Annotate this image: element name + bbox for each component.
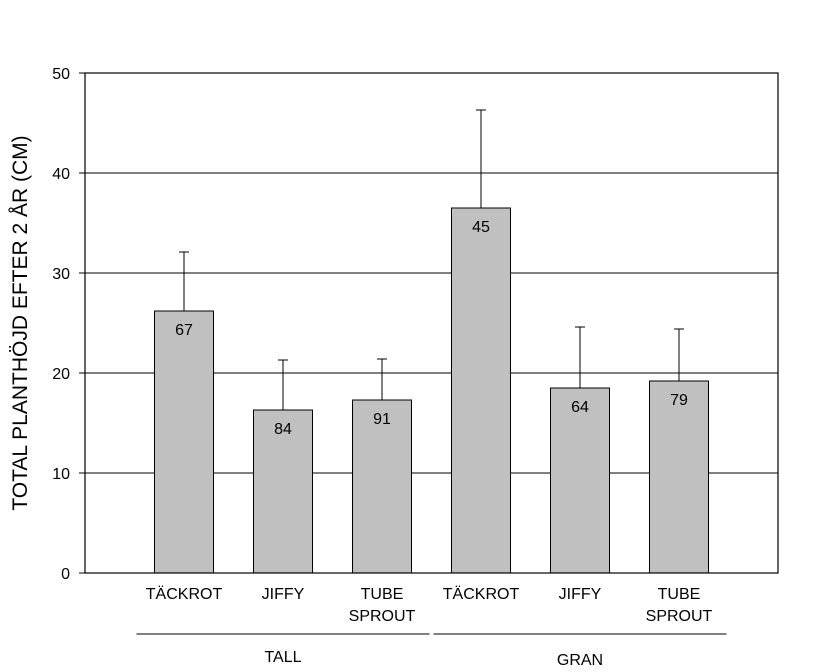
x-category-label: TUBE (658, 586, 701, 603)
x-category-label: TÄCKROT (443, 585, 520, 603)
error-bars (179, 109, 684, 410)
bar (451, 207, 511, 574)
bar-value-label: 67 (175, 322, 193, 339)
group-label: TALL (264, 649, 301, 666)
y-tick-label: 0 (61, 566, 70, 583)
bar-value-label: 79 (670, 392, 688, 409)
bars (154, 207, 709, 574)
labels: 0 10 20 30 40 50 67 TÄCKROT 84 JIFFY 91 TUBE SPROUT 4… (52, 66, 712, 669)
axes (79, 72, 779, 635)
bar-value-label: 64 (571, 399, 589, 416)
y-tick-label: 40 (52, 166, 70, 183)
bar (253, 409, 313, 574)
y-tick-label: 20 (52, 366, 70, 383)
bar (154, 310, 214, 574)
bar-value-label: 91 (373, 411, 391, 428)
bar (649, 380, 709, 574)
x-category-label: SPROUT (646, 608, 713, 625)
y-axis-title: TOTAL PLANTHÖJD EFTER 2 ÅR (CM) (9, 135, 32, 510)
group-label: GRAN (557, 652, 603, 669)
bar-value-label: 45 (472, 219, 490, 236)
x-category-label: SPROUT (349, 608, 416, 625)
bar (550, 387, 610, 574)
y-tick-label: 10 (52, 466, 70, 483)
x-category-label: TÄCKROT (146, 585, 223, 603)
x-category-label: JIFFY (559, 586, 602, 603)
x-category-label: TUBE (361, 586, 404, 603)
x-category-label: JIFFY (262, 586, 305, 603)
y-tick-label: 50 (52, 66, 70, 83)
bar-value-label: 84 (274, 421, 292, 438)
plot-frame (84, 72, 779, 574)
y-tick-label: 30 (52, 266, 70, 283)
